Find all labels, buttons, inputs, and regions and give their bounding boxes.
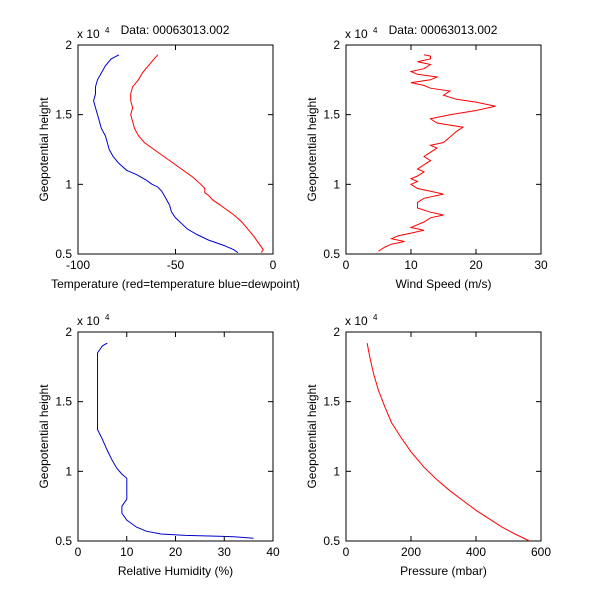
chart-2-y-multiplier-exponent: 4 — [105, 313, 110, 322]
chart-0-ytick-label-2: 1.5 — [55, 108, 72, 122]
chart-0-axes-frame — [77, 44, 274, 255]
chart-2-ytick-label-2: 1.5 — [55, 395, 72, 409]
chart-0: -100 -50 0 0.5 1 1.5 2 x 10 4 Data: 00063013.002 T… — [37, 23, 300, 291]
chart-3-ytick-label-0: 0.5 — [323, 534, 340, 548]
chart-1-series-0 — [378, 54, 496, 252]
chart-3-xtick-label-1: 200 — [401, 545, 421, 559]
chart-0-x-axis-label: Temperature (red=temperature blue=dewpoi… — [51, 277, 300, 291]
chart-3-ytick-label-3: 2 — [333, 325, 340, 339]
chart-0-xtick-label-0: -100 — [66, 258, 90, 272]
chart-1-y-multiplier-exponent: 4 — [373, 26, 378, 35]
chart-2-ytick-label-3: 2 — [65, 325, 72, 339]
chart-3-y-multiplier-exponent: 4 — [373, 313, 378, 322]
chart-3-x-axis-label: Pressure (mbar) — [400, 564, 487, 578]
chart-0-ytick-label-1: 1 — [65, 177, 72, 191]
chart-2-series-0 — [97, 342, 254, 539]
chart-1-axes-frame — [345, 44, 542, 255]
chart-1-ytick-label-3: 2 — [333, 38, 340, 52]
chart-3-xtick-label-3: 600 — [531, 545, 551, 559]
chart-3-series-0 — [366, 343, 530, 542]
chart-1-x-axis-label: Wind Speed (m/s) — [395, 277, 491, 291]
chart-2-xtick-label-2: 20 — [169, 545, 183, 559]
chart-0-ytick-label-0: 0.5 — [55, 247, 72, 261]
chart-2: 0 10 20 30 40 0.5 1 1.5 2 x 10 4 Relative Humidity … — [37, 313, 280, 578]
chart-0-y-multiplier: x 10 — [77, 27, 100, 41]
chart-2-xtick-label-3: 30 — [218, 545, 232, 559]
chart-1-ytick-label-0: 0.5 — [323, 247, 340, 261]
chart-3-y-axis-label: Geopotential height — [305, 384, 319, 489]
chart-3-ytick-label-1: 1 — [333, 464, 340, 478]
chart-2-ytick-label-0: 0.5 — [55, 534, 72, 548]
chart-2-x-axis-label: Relative Humidity (%) — [118, 564, 233, 578]
chart-1-y-multiplier: x 10 — [345, 27, 368, 41]
chart-3-axes-frame — [345, 331, 542, 542]
chart-2-xtick-label-0: 0 — [75, 545, 82, 559]
chart-3-xtick-label-2: 400 — [466, 545, 486, 559]
chart-3-y-multiplier: x 10 — [345, 314, 368, 328]
chart-1: 0 10 20 30 0.5 1 1.5 2 x 10 4 Data: 00063013.002 Wi… — [305, 23, 548, 291]
chart-0-xtick-label-2: 0 — [270, 258, 277, 272]
chart-0-series-0 — [130, 54, 264, 253]
chart-3-ytick-label-2: 1.5 — [323, 395, 340, 409]
chart-3: 0 200 400 600 0.5 1 1.5 2 x 10 4 Pressure (mbar) Ge… — [305, 313, 551, 578]
chart-0-y-axis-label: Geopotential height — [37, 97, 51, 202]
chart-1-y-axis-label: Geopotential height — [305, 97, 319, 202]
chart-1-ytick-label-1: 1 — [333, 177, 340, 191]
chart-2-xtick-label-1: 10 — [120, 545, 134, 559]
chart-2-axes-frame — [77, 331, 274, 542]
chart-1-xtick-label-3: 30 — [534, 258, 548, 272]
chart-1-xtick-label-2: 20 — [469, 258, 483, 272]
chart-1-title: Data: 00063013.002 — [389, 23, 498, 37]
chart-1-xtick-label-0: 0 — [343, 258, 350, 272]
chart-2-xtick-label-4: 40 — [266, 545, 280, 559]
chart-2-y-axis-label: Geopotential height — [37, 384, 51, 489]
chart-1-ytick-label-2: 1.5 — [323, 108, 340, 122]
chart-2-y-multiplier: x 10 — [77, 314, 100, 328]
chart-0-y-multiplier-exponent: 4 — [105, 26, 110, 35]
chart-3-xtick-label-0: 0 — [343, 545, 350, 559]
chart-0-xtick-label-1: -50 — [167, 258, 185, 272]
chart-0-ytick-label-3: 2 — [65, 38, 72, 52]
chart-2-ytick-label-1: 1 — [65, 464, 72, 478]
chart-0-title: Data: 00063013.002 — [121, 23, 230, 37]
chart-0-series-1 — [93, 54, 239, 254]
chart-1-xtick-label-1: 10 — [404, 258, 418, 272]
